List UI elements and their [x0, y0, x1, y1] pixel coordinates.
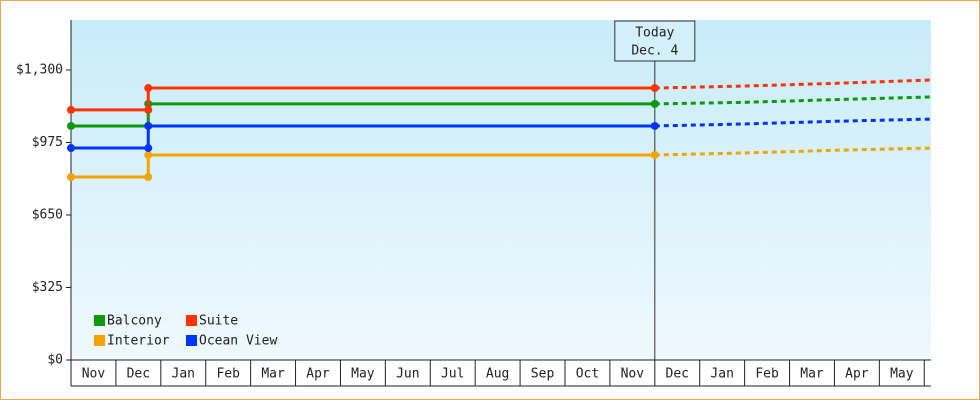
- price-point: [650, 84, 659, 93]
- y-tick-label: $0: [47, 353, 63, 368]
- legend-swatch: [94, 335, 105, 346]
- x-tick-label: Jan: [172, 367, 195, 382]
- x-tick-label: Aug: [486, 367, 509, 382]
- x-tick-label: Dec: [666, 367, 689, 382]
- x-tick-label: Jun: [396, 367, 419, 382]
- price-line: [71, 153, 655, 179]
- price-point: [67, 105, 75, 114]
- price-point: [144, 173, 153, 182]
- x-tick-label: Mar: [800, 367, 824, 382]
- today-label: Today: [635, 26, 674, 41]
- price-point: [67, 121, 75, 130]
- x-tick-label: Feb: [755, 367, 779, 382]
- price-point: [650, 150, 659, 159]
- x-tick-label: Nov: [621, 367, 645, 382]
- y-tick-label: $325: [32, 280, 63, 295]
- forecast-line: [654, 95, 932, 106]
- x-tick-label: Jan: [710, 367, 733, 382]
- legend-swatch: [186, 335, 197, 346]
- price-line: [71, 102, 655, 128]
- today-label: Dec. 4: [631, 44, 678, 59]
- y-tick-label: $650: [32, 207, 63, 222]
- legend-label: Balcony: [107, 314, 162, 329]
- legend-swatch: [94, 315, 105, 326]
- legend-label: Ocean View: [199, 334, 277, 349]
- price-point: [144, 121, 153, 130]
- legend-label: Interior: [107, 334, 170, 349]
- legend-label: Suite: [199, 314, 238, 329]
- price-point: [67, 144, 75, 153]
- price-point: [67, 173, 75, 182]
- x-tick-label: Jul: [441, 367, 464, 382]
- price-line: [71, 86, 655, 112]
- today-box: [614, 20, 696, 62]
- price-point: [144, 144, 153, 153]
- price-point: [144, 84, 153, 93]
- forecast-line: [654, 78, 932, 90]
- x-tick-label: Dec: [127, 367, 150, 382]
- x-tick-label: Mar: [261, 367, 285, 382]
- price-point: [650, 99, 659, 108]
- x-tick-label: May: [351, 367, 375, 382]
- x-tick-label: Sep: [531, 367, 555, 382]
- price-point: [144, 105, 153, 114]
- y-tick-label: $975: [32, 135, 63, 150]
- x-tick-label: Oct: [576, 367, 599, 382]
- price-line: [71, 124, 655, 150]
- legend-swatch: [186, 315, 197, 326]
- x-tick-label: Feb: [216, 367, 240, 382]
- price-point: [144, 150, 153, 159]
- x-tick-label: May: [890, 367, 914, 382]
- x-tick-label: Apr: [306, 367, 330, 382]
- price-point: [650, 121, 659, 130]
- x-tick-label: Nov: [82, 367, 106, 382]
- x-tick-label: Apr: [845, 367, 869, 382]
- plot-area: [71, 20, 931, 360]
- forecast-line: [654, 146, 932, 157]
- y-tick-label: $1,300: [16, 62, 63, 77]
- forecast-line: [654, 117, 932, 128]
